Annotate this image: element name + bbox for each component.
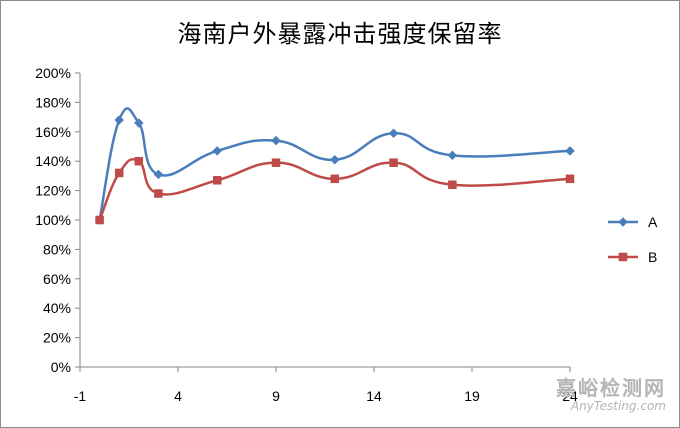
- series-B-point: [271, 158, 281, 167]
- series-B-point: [565, 174, 575, 184]
- series-B-point: [95, 215, 104, 225]
- series-B-point: [448, 180, 457, 189]
- series-B-point: [154, 189, 163, 198]
- series-B-point: [114, 168, 124, 178]
- x-tick-label: 9: [272, 388, 280, 404]
- legend-B-label: B: [648, 249, 657, 265]
- watermark-en: AnyTesting.com: [570, 399, 666, 413]
- watermark-cn: 嘉峪检测网: [556, 376, 666, 400]
- watermark: 嘉峪检测网 AnyTesting.com: [556, 372, 666, 413]
- series-B-point: [389, 158, 398, 167]
- y-tick-label: 60%: [43, 271, 71, 287]
- x-tick-label: 4: [174, 388, 182, 404]
- series-A-point: [133, 118, 144, 128]
- x-tick-label: -1: [74, 388, 87, 404]
- y-tick-label: 140%: [35, 153, 71, 169]
- series-A-point: [114, 115, 125, 125]
- y-tick-label: 20%: [43, 330, 71, 346]
- legend-A-label: A: [648, 214, 658, 230]
- series-A-point: [565, 146, 575, 156]
- y-tick-label: 120%: [35, 183, 71, 199]
- series-B-line: [98, 158, 571, 221]
- chart-title: 海南户外暴露冲击强度保留率: [177, 20, 503, 48]
- x-tick-label: 14: [366, 388, 382, 404]
- series-A-point: [329, 154, 340, 165]
- y-tick-label: 0%: [51, 359, 71, 375]
- series-A-point: [447, 150, 458, 161]
- y-tick-label: 160%: [35, 124, 71, 140]
- series-A-point: [388, 128, 399, 139]
- series-B-point: [134, 156, 144, 166]
- y-tick-label: 100%: [35, 212, 71, 228]
- legend-B-marker: [618, 252, 628, 262]
- series-B-point: [330, 174, 340, 184]
- series-A-point: [153, 169, 164, 180]
- series-B-point: [212, 176, 222, 185]
- y-tick-label: 40%: [43, 300, 71, 316]
- series-A-line: [98, 107, 571, 221]
- series-A-point: [271, 135, 281, 146]
- x-tick-label: 19: [464, 388, 480, 404]
- series-A-point: [212, 146, 223, 156]
- legend-A-marker: [618, 217, 628, 227]
- x-tick-label: 24: [562, 388, 578, 404]
- y-tick-label: 200%: [35, 65, 71, 81]
- y-tick-label: 80%: [43, 241, 71, 257]
- y-tick-label: 180%: [35, 94, 71, 110]
